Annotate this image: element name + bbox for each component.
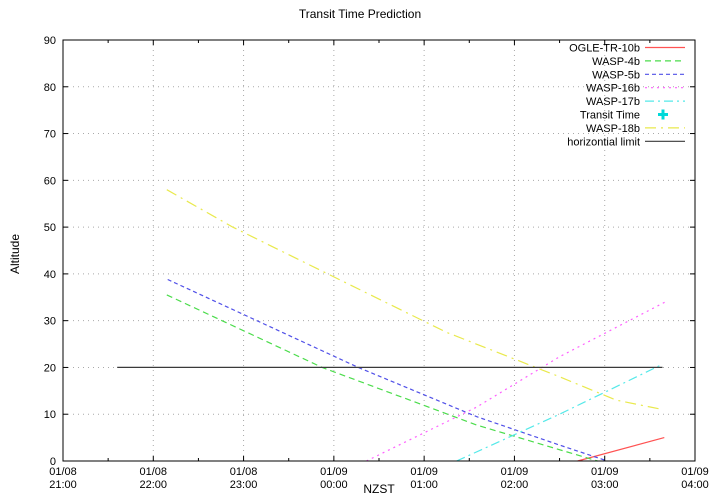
x-tick-label-time: 22:00 — [140, 479, 168, 491]
legend-label: Transit Time — [580, 110, 640, 122]
y-tick-label: 60 — [44, 175, 56, 187]
y-tick-label: 30 — [44, 316, 56, 328]
y-tick-label: 80 — [44, 82, 56, 94]
x-tick-label-time: 04:00 — [681, 479, 709, 491]
x-tick-label-time: 23:00 — [230, 479, 258, 491]
series-line-WASP-4b — [166, 294, 598, 462]
legend-label: horizontial limit — [567, 136, 640, 148]
x-axis-title: NZST — [363, 482, 395, 496]
x-tick-label-date: 01/08 — [49, 466, 77, 478]
x-tick-label-date: 01/08 — [230, 466, 258, 478]
y-tick-label: 40 — [44, 269, 56, 281]
series-line-WASP-5b — [167, 278, 608, 462]
series-line-OGLE-TR-10b — [577, 437, 665, 462]
x-tick-label-time: 21:00 — [49, 479, 77, 491]
y-tick-label: 50 — [44, 222, 56, 234]
y-tick-label: 0 — [50, 456, 56, 468]
series-line-WASP-16b — [366, 301, 666, 462]
legend-label: WASP-4b — [592, 56, 640, 68]
x-tick-label-date: 01/09 — [501, 466, 529, 478]
y-tick-label: 70 — [44, 129, 56, 141]
series-line-WASP-18b — [166, 189, 663, 411]
x-tick-label-date: 01/08 — [140, 466, 168, 478]
legend-label: WASP-18b — [586, 123, 640, 135]
x-tick-label-date: 01/09 — [591, 466, 619, 478]
x-tick-label-time: 00:00 — [320, 479, 348, 491]
legend-label: WASP-16b — [586, 83, 640, 95]
x-tick-label-time: 01:00 — [410, 479, 438, 491]
y-tick-label: 90 — [44, 35, 56, 47]
x-tick-label-date: 01/09 — [320, 466, 348, 478]
chart-title: Transit Time Prediction — [298, 7, 422, 21]
legend-label: WASP-5b — [592, 69, 640, 81]
y-tick-label: 10 — [44, 409, 56, 421]
x-tick-label-date: 01/09 — [410, 466, 438, 478]
x-tick-label-time: 02:00 — [501, 479, 529, 491]
x-tick-label-date: 01/09 — [681, 466, 709, 478]
x-tick-label-time: 03:00 — [591, 479, 619, 491]
y-tick-label: 20 — [44, 362, 56, 374]
legend-label: OGLE-TR-10b — [569, 43, 640, 55]
legend-label: WASP-17b — [586, 96, 640, 108]
